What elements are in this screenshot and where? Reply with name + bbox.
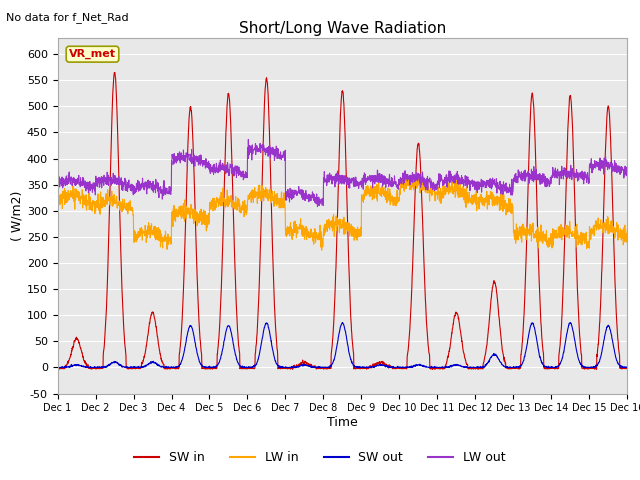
- Title: Short/Long Wave Radiation: Short/Long Wave Radiation: [239, 21, 446, 36]
- LW out: [244, 136, 252, 142]
- SW in: [623, 366, 631, 372]
- LW out: [360, 186, 367, 192]
- LW out: [509, 192, 516, 198]
- SW out: [573, 350, 581, 356]
- Line: SW out: SW out: [58, 323, 627, 368]
- LW out: [573, 173, 581, 179]
- Text: No data for f_Net_Rad: No data for f_Net_Rad: [6, 12, 129, 23]
- LW out: [589, 164, 597, 169]
- SW out: [359, 364, 367, 370]
- LW in: [318, 247, 326, 253]
- SW in: [509, 365, 516, 371]
- Line: LW out: LW out: [58, 139, 627, 206]
- Line: SW in: SW in: [58, 72, 627, 369]
- LW out: [212, 160, 220, 166]
- Line: LW in: LW in: [58, 177, 627, 250]
- SW out: [212, 364, 220, 370]
- SW out: [54, 365, 61, 371]
- SW out: [623, 365, 631, 371]
- LW in: [359, 194, 367, 200]
- X-axis label: Time: Time: [327, 416, 358, 429]
- SW in: [213, 365, 221, 371]
- SW in: [359, 365, 367, 371]
- LW out: [372, 172, 380, 178]
- LW in: [409, 174, 417, 180]
- LW in: [372, 191, 380, 196]
- LW in: [589, 225, 597, 230]
- LW out: [623, 167, 631, 173]
- Y-axis label: ( W/m2): ( W/m2): [11, 191, 24, 241]
- Legend: SW in, LW in, SW out, LW out: SW in, LW in, SW out, LW out: [129, 446, 511, 469]
- SW out: [339, 320, 346, 325]
- SW in: [111, 70, 118, 75]
- SW out: [589, 364, 596, 370]
- LW in: [54, 195, 61, 201]
- SW in: [573, 285, 581, 290]
- SW in: [474, 366, 482, 372]
- LW in: [212, 195, 220, 201]
- Text: VR_met: VR_met: [69, 49, 116, 60]
- SW in: [589, 365, 597, 371]
- SW in: [54, 365, 61, 371]
- LW in: [623, 227, 631, 232]
- SW in: [372, 362, 380, 368]
- SW out: [372, 363, 380, 369]
- LW in: [573, 228, 581, 234]
- LW out: [54, 176, 61, 181]
- LW in: [509, 205, 516, 211]
- SW out: [508, 364, 516, 370]
- LW out: [314, 204, 321, 209]
